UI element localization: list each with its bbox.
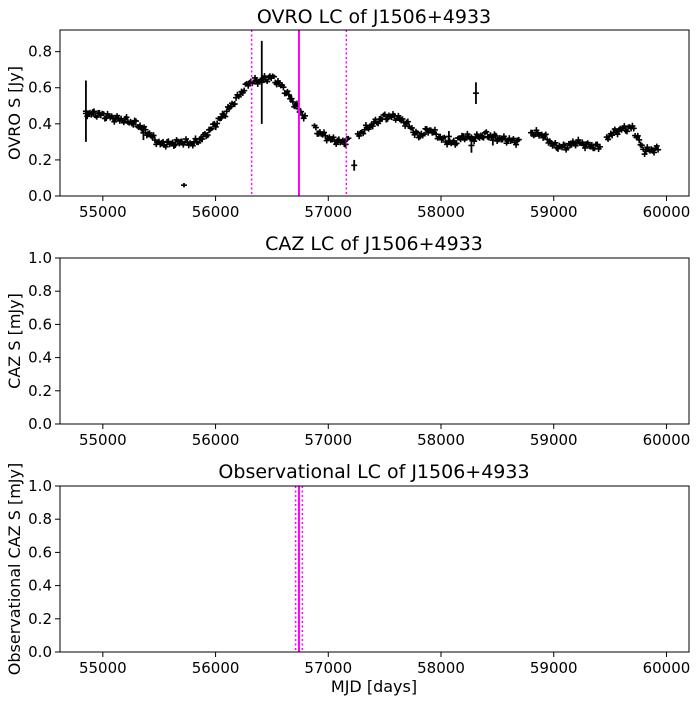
observational-xtick-label-4: 59000 — [530, 659, 578, 677]
ovro-xtick-label-1: 56000 — [192, 203, 240, 221]
ovro-ytick-label-1: 0.2 — [28, 151, 52, 169]
caz-ytick-label-2: 0.4 — [28, 349, 52, 367]
observational-xtick-label-0: 55000 — [79, 659, 127, 677]
observational-xtick-label-3: 58000 — [417, 659, 465, 677]
observational-ytick-label-1: 0.2 — [28, 610, 52, 628]
ovro-ytick-label-2: 0.4 — [28, 115, 52, 133]
ovro-xtick-label-0: 55000 — [79, 203, 127, 221]
ovro-ytick-label-3: 0.6 — [28, 79, 52, 97]
caz-ytick-label-5: 1.0 — [28, 249, 52, 267]
panel-caz-axes-frame — [59, 257, 690, 425]
caz-ytick-label-3: 0.6 — [28, 315, 52, 333]
panel-ovro-ylabel: OVRO S [Jy] — [5, 66, 24, 160]
caz-ytick-label-0: 0.0 — [28, 415, 52, 433]
caz-xtick-label-5: 60000 — [643, 431, 691, 449]
ovro-xtick-label-4: 59000 — [530, 203, 578, 221]
panel-ovro-title: OVRO LC of J1506+4933 — [257, 6, 491, 28]
observational-ytick-label-2: 0.4 — [28, 577, 52, 595]
caz-ytick-label-4: 0.8 — [28, 282, 52, 300]
panel-observational-xlabel: MJD [days] — [331, 677, 417, 696]
ovro-xtick-label-2: 57000 — [304, 203, 352, 221]
panel-ovro-axes-frame — [59, 29, 690, 197]
observational-ytick-label-4: 0.8 — [28, 510, 52, 528]
caz-xtick-label-2: 57000 — [304, 431, 352, 449]
caz-xtick-label-1: 56000 — [192, 431, 240, 449]
panel-caz-ylabel: CAZ S [mJy] — [5, 293, 24, 389]
panel-observational: Observational LC of J1506+4933 Observati… — [5, 461, 690, 696]
observational-xtick-label-2: 57000 — [304, 659, 352, 677]
panel-observational-axes-frame — [59, 485, 690, 653]
caz-xtick-label-3: 58000 — [417, 431, 465, 449]
observational-ytick-label-3: 0.6 — [28, 543, 52, 561]
panel-ovro: OVRO LC of J1506+4933 OVRO S [Jy] 55000 5… — [5, 6, 690, 221]
panel-observational-ticks: 55000 56000 57000 58000 59000 60000 0.0 0.2 0.4 0… — [28, 477, 690, 677]
observational-ytick-label-0: 0.0 — [28, 643, 52, 661]
panel-ovro-ticks: 55000 56000 57000 58000 59000 60000 0.0 0.2 0.4 0… — [28, 43, 690, 221]
ovro-ytick-label-0: 0.0 — [28, 187, 52, 205]
panel-observational-vlines — [294, 486, 304, 652]
panel-caz: CAZ LC of J1506+4933 CAZ S [mJy] 55000 56… — [5, 233, 690, 449]
caz-ytick-label-1: 0.2 — [28, 382, 52, 400]
panel-observational-ylabel: Observational CAZ S [mJy] — [5, 463, 24, 675]
ovro-xtick-label-3: 58000 — [417, 203, 465, 221]
observational-ytick-label-5: 1.0 — [28, 477, 52, 495]
ovro-xtick-label-5: 60000 — [643, 203, 691, 221]
ovro-ytick-label-4: 0.8 — [28, 43, 52, 61]
caz-xtick-label-4: 59000 — [530, 431, 578, 449]
panel-caz-ticks: 55000 56000 57000 58000 59000 60000 0.0 0.2 0.4 0… — [28, 249, 690, 449]
caz-xtick-label-0: 55000 — [79, 431, 127, 449]
observational-xtick-label-1: 56000 — [192, 659, 240, 677]
panel-observational-title: Observational LC of J1506+4933 — [218, 461, 529, 483]
panel-ovro-vlines — [250, 30, 348, 196]
observational-xtick-label-5: 60000 — [643, 659, 691, 677]
panel-ovro-marks — [82, 40, 662, 188]
panel-caz-title: CAZ LC of J1506+4933 — [265, 233, 483, 255]
